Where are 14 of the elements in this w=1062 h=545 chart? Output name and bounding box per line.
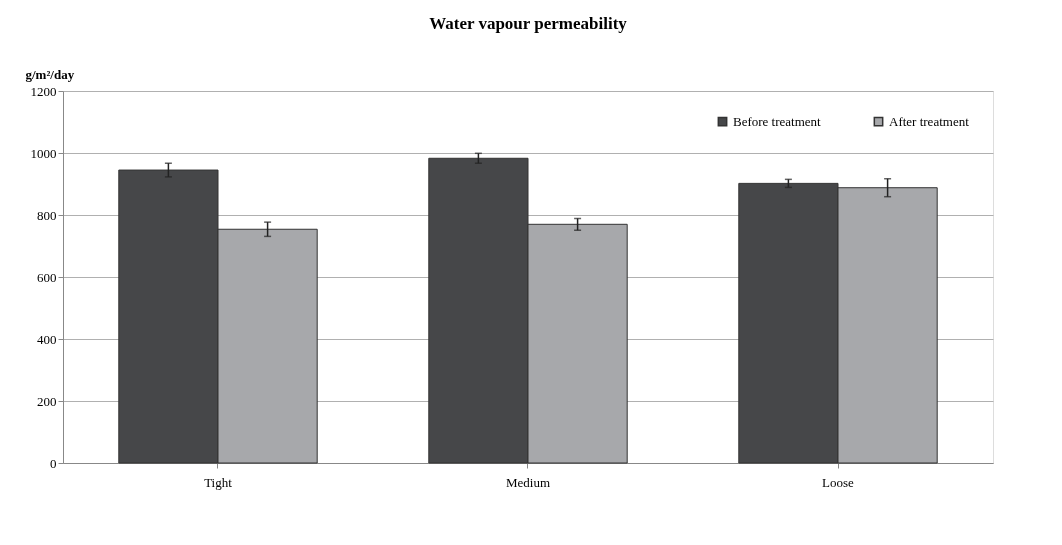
y-tick-label: 1200 bbox=[30, 83, 57, 99]
y-tick-label: 200 bbox=[37, 393, 57, 409]
y-tick-label: 600 bbox=[37, 269, 57, 285]
legend-label: Before treatment bbox=[733, 113, 822, 129]
y-tick-label: 400 bbox=[37, 331, 57, 347]
y-tick-label: 800 bbox=[37, 207, 57, 223]
y-axis-title: g/m²/day bbox=[25, 66, 75, 82]
x-tick-label: Loose bbox=[822, 474, 855, 490]
y-tick-label: 0 bbox=[50, 455, 57, 471]
x-tick-label: Medium bbox=[505, 474, 551, 490]
legend-label: After treatment bbox=[889, 113, 970, 129]
x-tick-label: Tight bbox=[204, 474, 233, 490]
chart-title: Water vapour permeability bbox=[429, 14, 628, 33]
y-tick-label: 1000 bbox=[30, 145, 57, 161]
